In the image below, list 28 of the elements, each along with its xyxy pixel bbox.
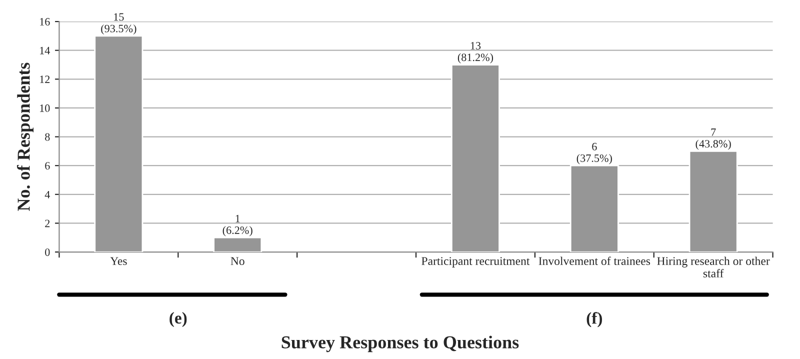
- y-tick-label: 0: [45, 248, 50, 256]
- data-label: 6 (37.5%): [576, 142, 612, 164]
- y-tick-label: 4: [44, 190, 50, 198]
- x-tick-label: Hiring research or other staff: [657, 256, 770, 278]
- y-tick-label: 6: [45, 162, 50, 170]
- y-tick-label: 14: [40, 46, 50, 54]
- y-tick-label: 12: [40, 76, 50, 84]
- y-tick-label: 10: [40, 104, 50, 112]
- bar: [688, 150, 738, 252]
- y-axis-title: No. of Respondents: [16, 62, 34, 211]
- x-tick-label: Yes: [110, 257, 127, 266]
- data-label: 15 (93.5%): [101, 13, 136, 35]
- x-tick-label: Participant recruitment: [422, 257, 530, 268]
- data-label: 13 (81.2%): [458, 42, 494, 64]
- x-axis-title: Survey Responses to Questions: [282, 336, 519, 352]
- x-tick-label: No: [230, 257, 244, 266]
- y-tick-label: 16: [40, 18, 50, 26]
- text: (f): [586, 312, 602, 328]
- bar: [450, 64, 500, 252]
- data-label: 1 (6.2%): [222, 214, 252, 236]
- y-tick-label: 2: [45, 220, 50, 228]
- text: (e): [170, 312, 187, 328]
- bar: [213, 236, 262, 252]
- bar: [570, 164, 619, 252]
- data-label: 7 (43.8%): [696, 128, 731, 150]
- bar: [94, 35, 144, 252]
- x-tick-label: Involvement of trainees: [538, 256, 650, 266]
- y-tick-label: 8: [45, 133, 50, 141]
